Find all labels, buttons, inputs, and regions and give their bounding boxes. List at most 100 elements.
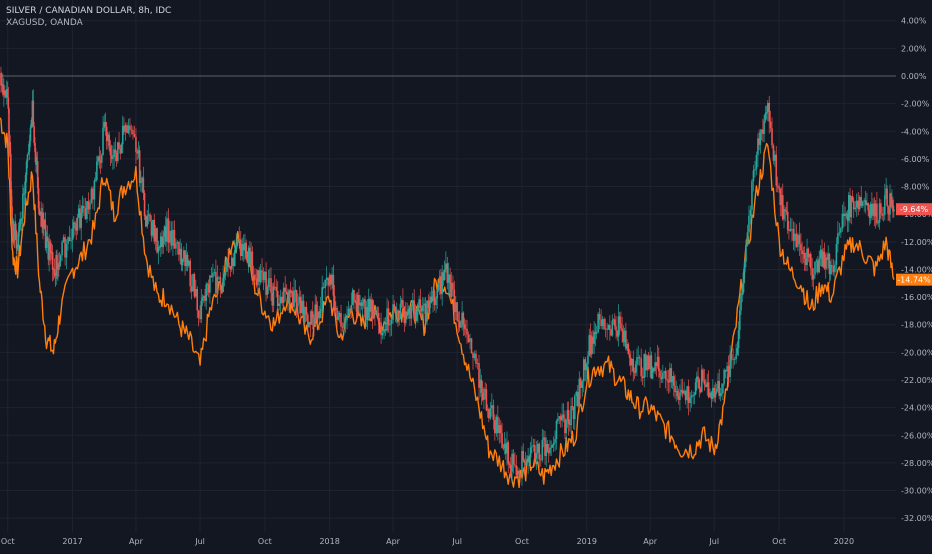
candle-body (600, 319, 602, 327)
candle-body (656, 356, 659, 366)
candle-body (143, 192, 146, 217)
candle-body (40, 212, 43, 227)
candle-body (370, 299, 373, 312)
candle-body (37, 187, 40, 209)
candle-body (738, 310, 741, 331)
candle-body (595, 332, 598, 334)
candle-body (677, 396, 680, 400)
candle-body (186, 254, 189, 266)
candle-body (118, 142, 120, 149)
candle-body (441, 272, 443, 294)
candle-body (871, 203, 873, 216)
y-tick-label: -32.00% (901, 514, 932, 523)
candle-body (205, 284, 208, 301)
candle-body (644, 354, 647, 371)
candle-body (562, 414, 565, 419)
candle-body (735, 354, 737, 360)
candle-body (697, 376, 699, 380)
candle-body (233, 250, 236, 267)
candle-body (406, 311, 408, 315)
candle-body (581, 381, 584, 388)
candle-body (676, 391, 679, 397)
candle-body (514, 464, 516, 466)
candle-body (472, 353, 474, 358)
candle-body (21, 218, 23, 220)
candle-body (618, 316, 621, 324)
x-tick-label: Oct (1, 537, 15, 546)
candle-body (846, 213, 849, 221)
candle-body (324, 279, 326, 288)
candle-body (555, 420, 558, 440)
candle-body (637, 357, 639, 359)
candle-body (175, 243, 177, 249)
candle-body (438, 276, 441, 284)
candle-body (780, 195, 783, 206)
candle-body (722, 383, 724, 393)
candle-body (346, 315, 348, 321)
candle-body (456, 302, 458, 321)
grid-lines (0, 0, 896, 532)
candle-body (751, 181, 753, 210)
candle-body (808, 253, 811, 258)
candle-body (360, 302, 363, 306)
x-tick-label: Oct (258, 537, 272, 546)
candle-body (849, 194, 851, 218)
candle-body (824, 257, 827, 269)
candle-body (335, 307, 337, 310)
candle-body (794, 233, 796, 241)
candle-body (395, 310, 398, 312)
candle-body (163, 226, 166, 238)
candle-body (502, 447, 505, 449)
candle-body (180, 248, 183, 266)
candle-body (623, 330, 626, 343)
candle-body (621, 328, 623, 331)
candle-body (28, 141, 31, 152)
y-tick-label: -30.00% (901, 487, 932, 496)
candle-body (449, 274, 451, 298)
candle-body (337, 317, 340, 320)
candle-body (22, 193, 25, 195)
candle-body (579, 378, 582, 388)
candle-body (877, 222, 880, 224)
candle-body (567, 410, 570, 424)
candle-body (62, 237, 65, 243)
candle-body (855, 200, 858, 208)
candle-body (566, 410, 569, 421)
candle-body (727, 366, 730, 378)
candle-body (519, 474, 522, 476)
candle-body (699, 388, 702, 392)
candle-body (675, 391, 678, 393)
candle-body (723, 369, 725, 384)
candle-body (410, 305, 413, 319)
candle-body (863, 200, 866, 202)
candle-body (845, 213, 848, 215)
candle-body (785, 210, 788, 212)
candle-body (638, 357, 641, 359)
candle-body (400, 300, 403, 304)
compare-symbol-title[interactable]: XAGUSD, OANDA (6, 18, 83, 28)
candle-body (367, 298, 370, 318)
y-tick-label: -6.00% (901, 155, 930, 164)
candle-body (844, 213, 846, 217)
candle-body (138, 150, 141, 184)
price-scale[interactable]: 4.00% 2.00% 0.00% -2.00% -4.00% -6.00% -8.00% -… (901, 17, 932, 523)
symbol-title[interactable]: SILVER / CANADIAN DOLLAR, 8h, IDC (6, 6, 172, 16)
candle-body (20, 219, 22, 222)
candle-body (6, 89, 9, 98)
candle-body (869, 203, 872, 218)
candle-body (445, 263, 447, 270)
candle-body (890, 193, 892, 207)
time-scale[interactable]: Oct 2017 Apr Jul Oct 2018 Apr Jul Oct 2019 Apr Jul O… (1, 537, 854, 546)
candle-body (185, 254, 188, 267)
candle-body (239, 239, 242, 257)
candle-body (364, 299, 366, 318)
candle-body (403, 306, 406, 324)
candle-body (783, 209, 785, 220)
candle-body (146, 215, 149, 227)
candle-body (224, 271, 227, 276)
candle-body (764, 113, 767, 121)
candle-body (818, 258, 821, 273)
